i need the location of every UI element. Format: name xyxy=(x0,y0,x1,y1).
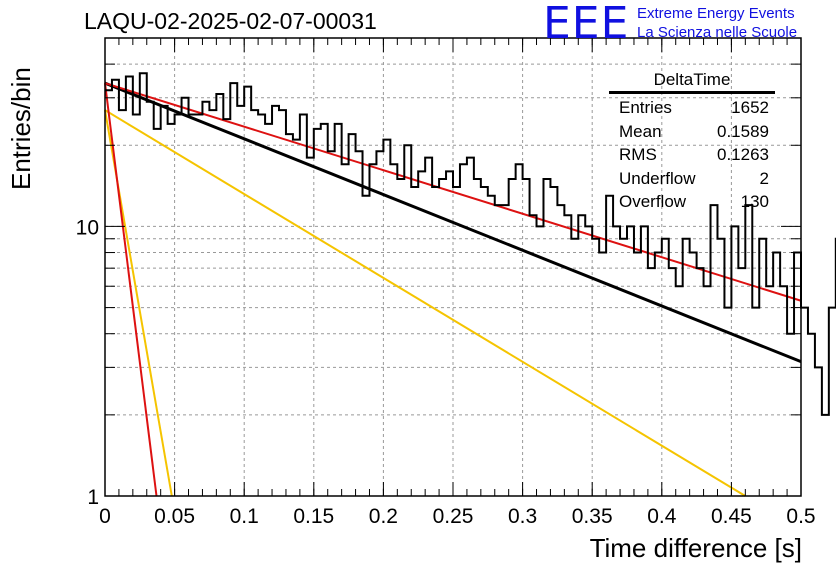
chart-title: LAQU-02-2025-02-07-00031 xyxy=(84,8,377,34)
logo-caption: Extreme Energy Events La Scienza nelle S… xyxy=(637,4,797,42)
stats-row-overflow: Overflow 130 xyxy=(609,190,775,214)
stats-value: 130 xyxy=(740,192,769,211)
stats-box: DeltaTime Entries 1652 Mean 0.1589 RMS 0… xyxy=(609,70,775,214)
x-tick-label: 0.4 xyxy=(647,505,677,528)
stats-row-entries: Entries 1652 xyxy=(609,96,775,120)
eee-logo: EEE xyxy=(543,0,630,49)
fit-curve-red xyxy=(104,82,802,302)
fit-curve-black xyxy=(104,81,802,364)
x-tick-label: 0.15 xyxy=(293,505,334,528)
x-tick-label: 0.2 xyxy=(369,505,398,528)
fit-curve-red xyxy=(104,83,158,497)
stats-value: 0.1589 xyxy=(717,121,769,141)
stats-value: 0.1263 xyxy=(717,145,769,164)
x-tick-label: 0.45 xyxy=(711,505,752,528)
y-tick-label: 1 xyxy=(87,486,99,509)
logo-caption-line1: Extreme Energy Events xyxy=(637,5,795,22)
stats-label: Underflow xyxy=(619,168,696,188)
x-tick-label: 0.3 xyxy=(508,505,537,528)
stats-row-rms: RMS 0.1263 xyxy=(609,143,775,167)
stats-value: 1652 xyxy=(731,98,769,117)
y-axis-label: Entries/bin xyxy=(6,67,36,190)
grid xyxy=(105,38,801,496)
x-tick-label: 0.35 xyxy=(572,505,613,528)
histogram-outline xyxy=(105,72,836,416)
logo-caption-line2: La Scienza nelle Scuole xyxy=(637,24,798,41)
fit-curve-yellow xyxy=(104,109,746,497)
stats-value: 2 xyxy=(759,168,769,188)
x-tick-label: 0.25 xyxy=(433,505,474,528)
x-tick-label: 0.05 xyxy=(154,505,195,528)
y-tick-labels: 1 10 xyxy=(76,216,99,509)
stats-row-mean: Mean 0.1589 xyxy=(609,120,775,144)
fit-curves xyxy=(104,81,802,497)
x-tick-label: 0 xyxy=(99,505,111,528)
stats-label: Mean xyxy=(619,121,662,141)
x-tick-label: 0.1 xyxy=(230,505,259,528)
x-axis-label: Time difference [s] xyxy=(589,533,802,563)
stats-title: DeltaTime xyxy=(609,70,775,94)
axis-ticks xyxy=(104,38,802,497)
x-tick-labels: 0 0.05 0.1 0.15 0.2 0.25 0.3 0.35 0.4 0.45 0.5 xyxy=(99,505,815,528)
histogram xyxy=(105,72,836,416)
stats-row-underflow: Underflow 2 xyxy=(609,167,775,191)
stats-label: Overflow xyxy=(619,192,687,211)
x-tick-label: 0.5 xyxy=(786,505,815,528)
stats-label: RMS xyxy=(619,145,657,164)
stats-label: Entries xyxy=(619,98,672,117)
y-tick-label: 10 xyxy=(76,216,99,239)
